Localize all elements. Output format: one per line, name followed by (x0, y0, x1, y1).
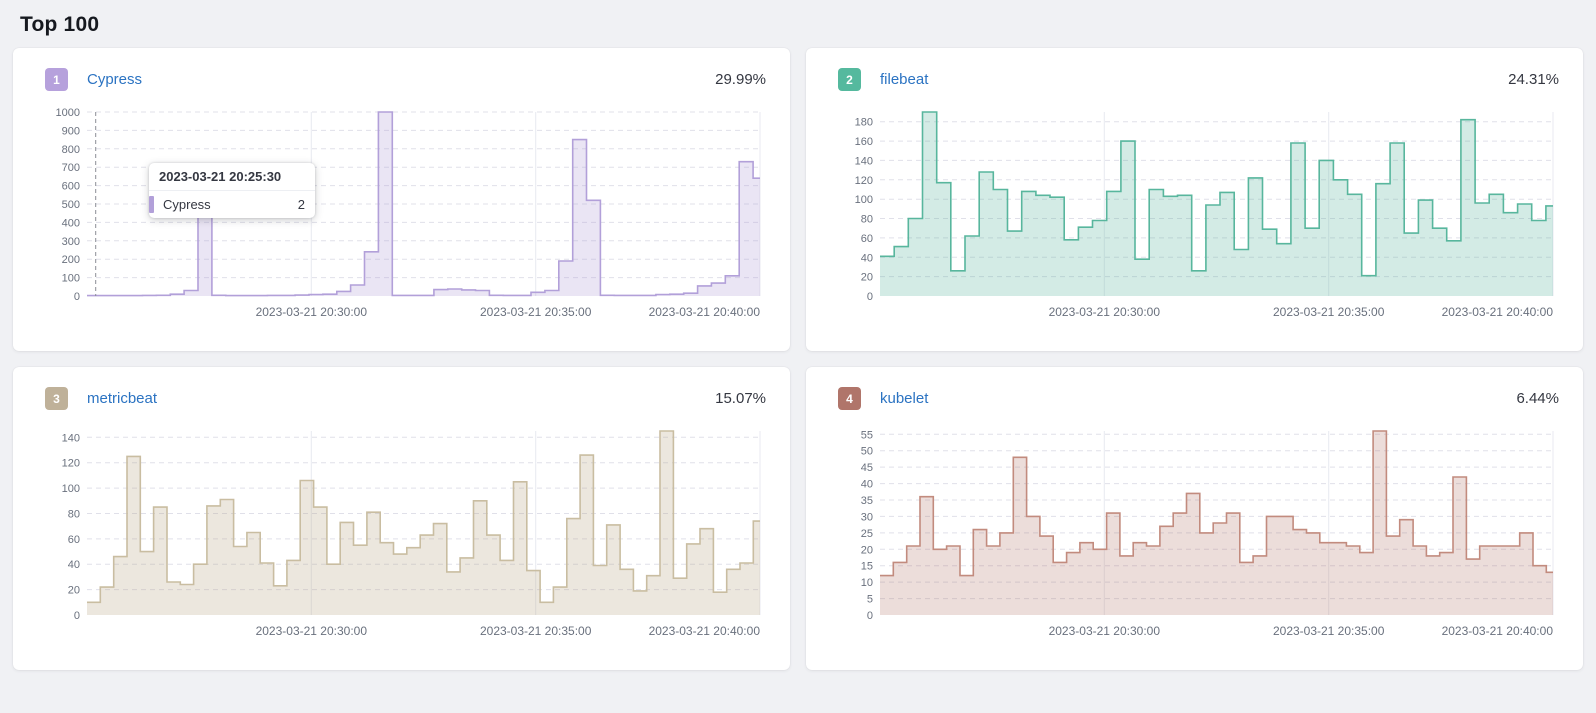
svg-text:2023-03-21 20:40:00: 2023-03-21 20:40:00 (1442, 305, 1554, 319)
svg-text:10: 10 (861, 577, 873, 589)
svg-text:0: 0 (74, 610, 80, 622)
panel-card-metricbeat: 3 metricbeat 15.07% 0 20 40 60 80 100 120 140 20… (13, 367, 790, 670)
svg-text:0: 0 (74, 291, 80, 303)
svg-text:2023-03-21 20:35:00: 2023-03-21 20:35:00 (480, 305, 592, 319)
percent-value: 6.44% (1516, 390, 1559, 407)
svg-text:300: 300 (62, 236, 80, 248)
svg-text:55: 55 (861, 429, 873, 441)
svg-text:140: 140 (62, 432, 80, 444)
svg-text:900: 900 (62, 125, 80, 137)
svg-text:25: 25 (861, 528, 873, 540)
svg-text:180: 180 (855, 117, 873, 129)
svg-text:700: 700 (62, 162, 80, 174)
svg-text:5: 5 (867, 594, 873, 606)
svg-text:20: 20 (861, 272, 873, 284)
chart-wrap: 0 20 40 60 80 100 120 140 160 180 2023-03-21 20:30… (830, 105, 1559, 329)
svg-text:50: 50 (861, 446, 873, 458)
panel-header: 4 kubelet 6.44% (838, 387, 1559, 410)
page-title: Top 100 (20, 13, 100, 36)
svg-text:100: 100 (62, 273, 80, 285)
svg-text:20: 20 (861, 544, 873, 556)
panel-card-filebeat: 2 filebeat 24.31% 0 20 40 60 80 100 120 140 160 1… (806, 48, 1583, 351)
series-link-cypress[interactable]: Cypress (87, 71, 143, 88)
svg-text:2023-03-21 20:35:00: 2023-03-21 20:35:00 (480, 624, 592, 638)
filebeat-chart[interactable]: 0 20 40 60 80 100 120 140 160 180 2023-03-21 20:30… (830, 105, 1559, 324)
svg-text:2023-03-21 20:40:00: 2023-03-21 20:40:00 (1442, 624, 1554, 638)
series-link-kubelet[interactable]: kubelet (880, 390, 929, 407)
svg-text:0: 0 (867, 610, 873, 622)
svg-text:2023-03-21 20:40:00: 2023-03-21 20:40:00 (649, 624, 761, 638)
panel-card-kubelet: 4 kubelet 6.44% 0 5 10 15 20 25 30 35 40 45 50 55 20… (806, 367, 1583, 670)
svg-text:2023-03-21 20:40:00: 2023-03-21 20:40:00 (649, 305, 761, 319)
svg-text:100: 100 (62, 483, 80, 495)
tooltip-timestamp: 2023-03-21 20:25:30 (149, 163, 315, 191)
svg-text:2023-03-21 20:30:00: 2023-03-21 20:30:00 (256, 305, 368, 319)
percent-value: 15.07% (715, 390, 766, 407)
metricbeat-chart[interactable]: 0 20 40 60 80 100 120 140 2023-03-21 20:30:00 202… (37, 424, 766, 643)
rank-badge: 4 (838, 387, 861, 410)
svg-text:160: 160 (855, 136, 873, 148)
kubelet-chart[interactable]: 0 5 10 15 20 25 30 35 40 45 50 55 2023-03-21 20:30:0… (830, 424, 1559, 643)
tooltip-value: 2 (297, 197, 305, 212)
svg-text:2023-03-21 20:35:00: 2023-03-21 20:35:00 (1273, 624, 1385, 638)
series-link-filebeat[interactable]: filebeat (880, 71, 929, 88)
rank-badge: 3 (45, 387, 68, 410)
percent-value: 24.31% (1508, 71, 1559, 88)
panel-header: 1 Cypress 29.99% (45, 68, 766, 91)
tooltip-series-label: Cypress (163, 197, 211, 212)
series-link-metricbeat[interactable]: metricbeat (87, 390, 158, 407)
svg-text:600: 600 (62, 181, 80, 193)
chart-wrap: 0 100 200 300 400 500 600 700 800 900 1000 2023-03-… (37, 105, 766, 329)
svg-text:120: 120 (62, 458, 80, 470)
chart-tooltip: 2023-03-21 20:25:30 Cypress 2 (149, 163, 315, 218)
svg-text:80: 80 (68, 509, 80, 521)
svg-text:60: 60 (861, 233, 873, 245)
svg-text:140: 140 (855, 155, 873, 167)
chart-wrap: 0 5 10 15 20 25 30 35 40 45 50 55 2023-03-21 20:30:0… (830, 424, 1559, 648)
svg-text:60: 60 (68, 534, 80, 546)
svg-text:2023-03-21 20:30:00: 2023-03-21 20:30:00 (1049, 624, 1161, 638)
svg-text:400: 400 (62, 217, 80, 229)
svg-text:40: 40 (861, 479, 873, 491)
panels-grid: 1 Cypress 29.99% 0 100 200 300 400 500 600 700 8… (0, 48, 1596, 670)
svg-text:120: 120 (855, 175, 873, 187)
svg-text:500: 500 (62, 199, 80, 211)
svg-text:1000: 1000 (56, 107, 80, 119)
rank-badge: 2 (838, 68, 861, 91)
svg-text:40: 40 (861, 252, 873, 264)
svg-text:15: 15 (861, 561, 873, 573)
svg-text:45: 45 (861, 462, 873, 474)
svg-text:20: 20 (68, 585, 80, 597)
chart-wrap: 0 20 40 60 80 100 120 140 2023-03-21 20:30:00 202… (37, 424, 766, 648)
svg-text:35: 35 (861, 495, 873, 507)
panel-header: 3 metricbeat 15.07% (45, 387, 766, 410)
svg-text:30: 30 (861, 511, 873, 523)
panel-card-cypress: 1 Cypress 29.99% 0 100 200 300 400 500 600 700 8… (13, 48, 790, 351)
tooltip-row: Cypress 2 (149, 191, 315, 218)
svg-text:80: 80 (861, 214, 873, 226)
svg-text:200: 200 (62, 254, 80, 266)
svg-text:0: 0 (867, 291, 873, 303)
svg-text:2023-03-21 20:30:00: 2023-03-21 20:30:00 (256, 624, 368, 638)
rank-badge: 1 (45, 68, 68, 91)
svg-text:2023-03-21 20:30:00: 2023-03-21 20:30:00 (1049, 305, 1161, 319)
svg-text:2023-03-21 20:35:00: 2023-03-21 20:35:00 (1273, 305, 1385, 319)
svg-text:40: 40 (68, 559, 80, 571)
series-swatch (149, 196, 154, 213)
cypress-chart[interactable]: 0 100 200 300 400 500 600 700 800 900 1000 2023-03-… (37, 105, 766, 324)
svg-text:100: 100 (855, 194, 873, 206)
panel-header: 2 filebeat 24.31% (838, 68, 1559, 91)
percent-value: 29.99% (715, 71, 766, 88)
svg-text:800: 800 (62, 144, 80, 156)
